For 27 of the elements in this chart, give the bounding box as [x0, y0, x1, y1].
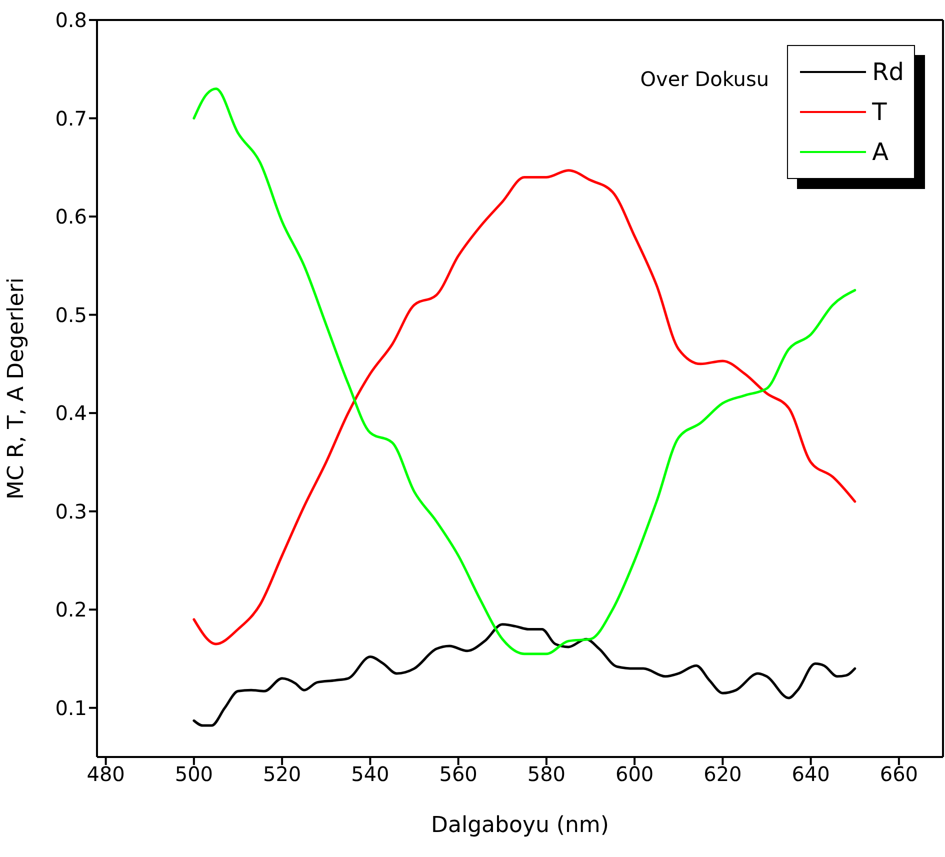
y-tick-label: 0.7: [55, 106, 87, 130]
x-tick-label: 640: [792, 762, 830, 786]
legend-title: Over Dokusu: [640, 67, 770, 91]
line-series: [192, 169, 856, 646]
x-tick-label: 660: [880, 762, 918, 786]
y-tick-label: 0.4: [55, 401, 87, 426]
y-tick-label: 0.5: [55, 302, 87, 327]
x-tick-label: 600: [615, 762, 654, 786]
legend-label: Rd: [872, 58, 904, 86]
x-tick-label: 580: [527, 762, 566, 786]
y-tick-label: 0.8: [55, 8, 87, 32]
x-tick-label: 480: [86, 762, 125, 786]
y-tick-label: 0.6: [55, 204, 87, 229]
x-tick-label: 500: [174, 762, 214, 786]
y-tick-label: 0.3: [55, 499, 87, 524]
line-series: [192, 623, 856, 727]
legend-label: A: [872, 138, 888, 166]
x-tick-label: 540: [351, 762, 390, 786]
y-tick-label: 0.1: [55, 696, 87, 720]
line-series: [192, 88, 856, 656]
x-axis-title: Dalgaboyu (nm): [431, 813, 609, 838]
legend-label: T: [872, 98, 887, 126]
x-tick-label: 520: [262, 762, 302, 786]
x-tick-label: 560: [439, 762, 478, 786]
x-tick-label: 620: [704, 762, 742, 786]
y-axis-title: MC R, T, A Degerleri: [4, 278, 29, 500]
y-tick-label: 0.2: [55, 598, 87, 622]
